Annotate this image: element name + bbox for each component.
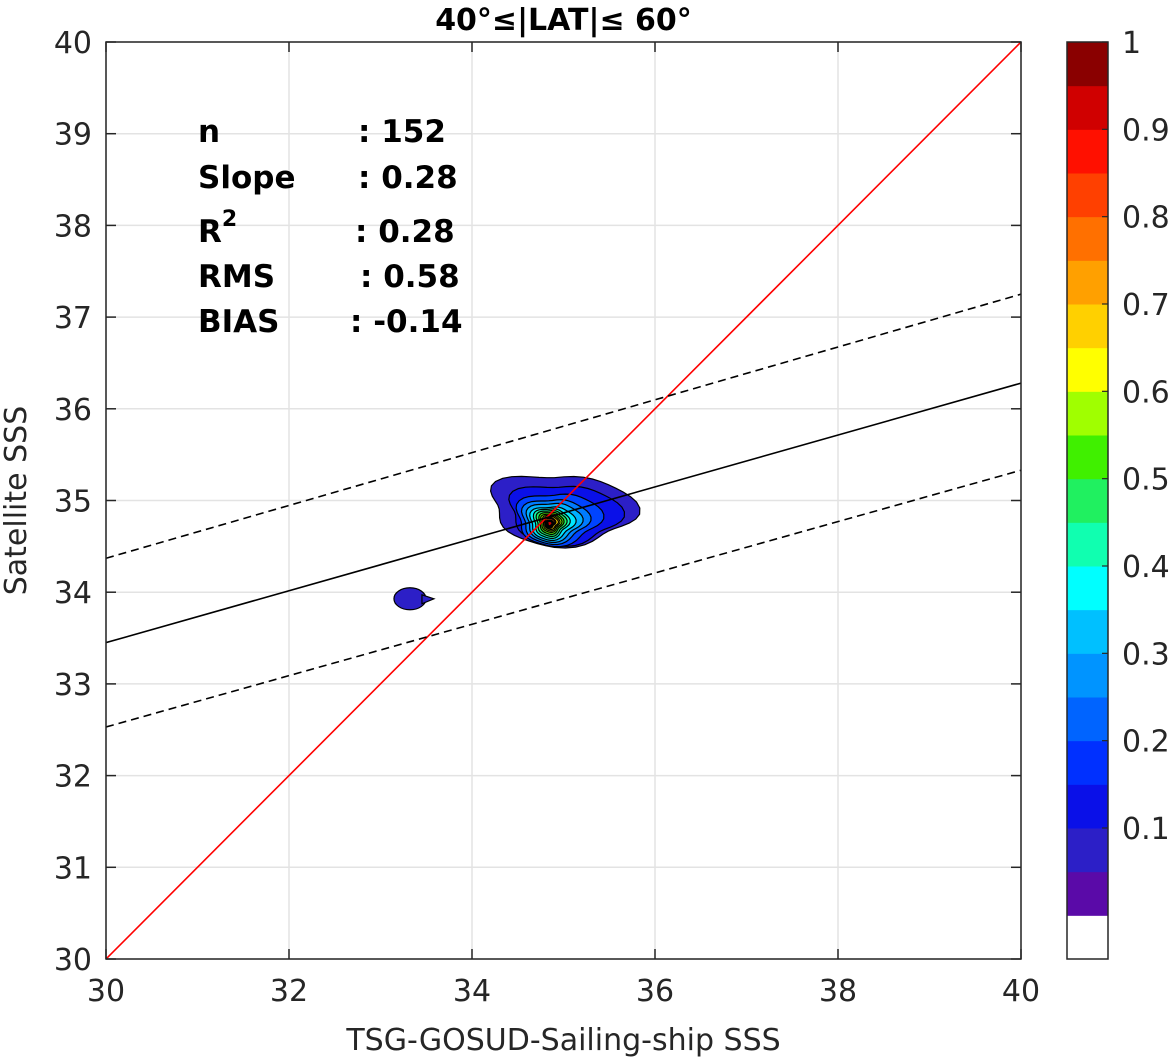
colorbar-tick-label: 0.5 [1122, 463, 1170, 498]
colorbar-segment [1067, 391, 1108, 436]
y-tick-label: 34 [54, 576, 92, 611]
colorbar-segment [1067, 173, 1108, 218]
colorbar-tick-label: 0.2 [1122, 725, 1170, 760]
colorbar-segment [1067, 304, 1108, 349]
grid-lines [105, 41, 1022, 960]
colorbar-tick-label: 0.4 [1122, 550, 1170, 585]
y-tick-label: 39 [54, 118, 92, 153]
colorbar-tick-label: 0.8 [1122, 201, 1170, 236]
x-tick-label: 30 [87, 974, 125, 1009]
fit-lower-line [106, 469, 1021, 728]
y-tick-label: 31 [54, 851, 92, 886]
secondary-density-tail [421, 593, 436, 605]
colorbar-tick-label: 1 [1122, 26, 1141, 61]
colorbar-tick-label: 0.1 [1122, 812, 1170, 847]
colorbar-tick-label: 0.6 [1122, 375, 1170, 410]
reference-lines [106, 42, 1021, 959]
x-tick-label: 38 [819, 974, 857, 1009]
x-tick-label: 34 [453, 974, 491, 1009]
stat-key-sup: 2 [222, 207, 237, 232]
stat-key: BIAS [198, 304, 279, 340]
stat-value: : -0.14 [350, 304, 463, 340]
colorbar-tick-label: 0.7 [1122, 288, 1170, 323]
colorbar-segment [1067, 915, 1108, 960]
contour-level [547, 520, 553, 527]
colorbar-segment [1067, 653, 1108, 698]
secondary-density-blob [393, 587, 427, 611]
stat-value: : 0.28 [355, 214, 455, 250]
colorbar-segment [1067, 828, 1108, 873]
chart-title: 40°≤|LAT|≤ 60° [435, 3, 692, 38]
colorbar-tick-label: 0.9 [1122, 113, 1170, 148]
stat-key: RMS [198, 259, 275, 295]
colorbar-tick-label: 0.3 [1122, 637, 1170, 672]
stat-key: n [198, 114, 220, 150]
x-axis-label: TSG-GOSUD-Sailing-ship SSS [345, 1023, 780, 1058]
colorbar-segment [1067, 435, 1108, 480]
colorbar-segment [1067, 85, 1108, 130]
colorbar-segment [1067, 260, 1108, 305]
x-tick-label: 40 [1002, 974, 1040, 1009]
colorbar-segment [1067, 871, 1108, 916]
stat-value: : 0.58 [360, 259, 460, 295]
colorbar-segment [1067, 740, 1108, 785]
identity-line [106, 42, 1021, 959]
colorbar-segment [1067, 216, 1108, 261]
colorbar-segment [1067, 522, 1108, 567]
colorbar-segment [1067, 609, 1108, 654]
x-tick-label: 32 [270, 974, 308, 1009]
y-tick-label: 35 [54, 485, 92, 520]
x-tick-label: 36 [636, 974, 674, 1009]
colorbar-segment [1067, 478, 1108, 523]
y-tick-label: 33 [54, 668, 92, 703]
colorbar-segment [1067, 697, 1108, 742]
y-tick-label: 36 [54, 393, 92, 428]
colorbar-segment [1067, 784, 1108, 829]
y-tick-label: 40 [54, 26, 92, 61]
y-tick-label: 30 [54, 943, 92, 978]
fit-line [106, 382, 1021, 644]
y-tick-label: 32 [54, 760, 92, 795]
y-tick-label: 37 [54, 301, 92, 336]
stat-value: : 152 [358, 114, 446, 150]
y-tick-label: 38 [54, 209, 92, 244]
colorbar: 0.1 0.2 0.3 0.4 0.5 0.6 0.7 0.8 0.9 1 [1066, 26, 1170, 960]
colorbar-segment [1067, 566, 1108, 611]
colorbar-segment [1067, 42, 1108, 87]
stat-value: : 0.28 [358, 160, 458, 196]
axes: 30 32 34 36 38 40 30 31 32 33 34 35 36 37 38 39 40 [54, 26, 1040, 1009]
colorbar-segment [1067, 347, 1108, 392]
colorbar-frame [1066, 41, 1109, 960]
fit-upper-line [106, 293, 1021, 560]
stat-key: Slope [198, 160, 295, 196]
y-axis-label: Satellite SSS [0, 406, 34, 596]
colorbar-segment [1067, 129, 1108, 174]
